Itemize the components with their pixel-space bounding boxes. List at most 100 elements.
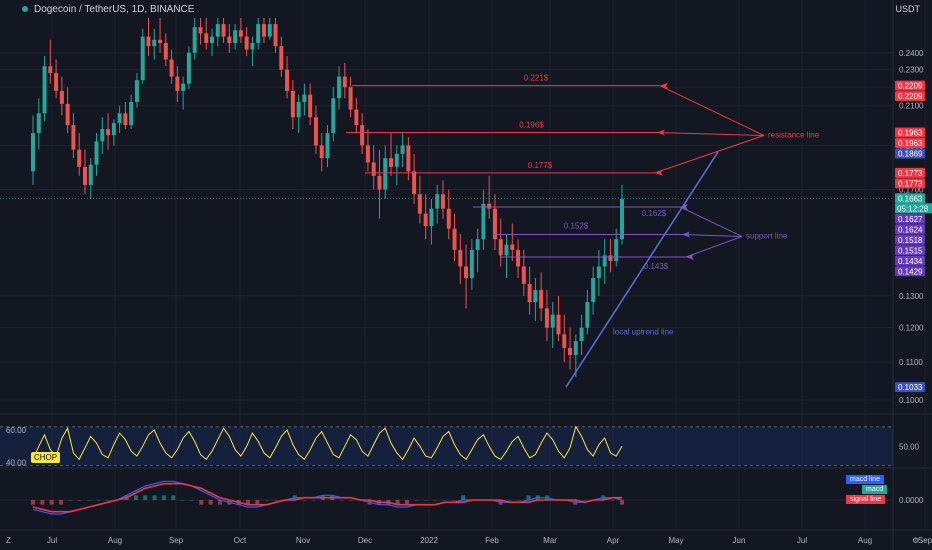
price-tag: 0.1515 (895, 245, 925, 256)
x-tick-label: Mar (543, 536, 557, 545)
candle-body (498, 239, 503, 256)
macd-histogram-bar (620, 500, 624, 505)
candle-body (140, 36, 145, 81)
price-tag-bg (895, 234, 925, 245)
macd-histogram-bar (339, 500, 344, 501)
candle-body (302, 94, 307, 102)
macd-histogram-bar (217, 500, 222, 505)
y-tick-label: 0.2400 (899, 49, 924, 58)
candle-body (238, 30, 243, 37)
symbol-header: Dogecoin / TetherUS, 1D, BINANCE (22, 4, 194, 15)
candle-body (267, 24, 272, 37)
resistance-arrow-1 (659, 85, 765, 136)
zoom-icon: Z (6, 536, 11, 545)
price-tag-text: 0.1434 (898, 257, 923, 266)
candle-body (71, 125, 76, 150)
macd-histogram-bar (49, 500, 54, 505)
candle-body (383, 158, 388, 190)
candle-body (48, 66, 53, 74)
macd-histogram-bar (517, 500, 522, 501)
price-tag-bg (895, 80, 925, 91)
candle-body (308, 94, 313, 118)
chop-value-label: 50.00 (899, 442, 920, 451)
macd-series-line (32, 480, 623, 515)
macd-histogram-bar (451, 500, 456, 501)
candle-body (163, 42, 168, 60)
x-tick-label: May (668, 536, 683, 545)
macd-histogram-bar (582, 500, 587, 501)
support-annotation: support line (746, 231, 788, 240)
price-tag-text: 0.1963 (898, 128, 923, 137)
candle-body (400, 145, 405, 154)
resistance-arrowhead-icon (660, 82, 668, 89)
candle-body (573, 341, 578, 356)
macd-histogram-bar (414, 500, 419, 501)
support-level-label: 0.152$ (564, 221, 589, 230)
candle-body (204, 33, 209, 43)
candle-body (596, 266, 601, 279)
macd-histogram-bar (59, 500, 64, 505)
candle-body (585, 302, 590, 328)
candle-body (54, 73, 59, 91)
candle-body (273, 24, 278, 47)
candle-body (394, 153, 399, 167)
price-tag-text: 0.1869 (898, 149, 923, 158)
candle-body (88, 164, 93, 185)
candle-body (181, 83, 186, 91)
macd-histogram-bar (152, 495, 157, 500)
resistance-level-label: 0.221$ (524, 74, 549, 83)
candle-body (31, 133, 35, 172)
chop-series-line (32, 425, 623, 461)
support-arrowhead-icon (686, 254, 694, 261)
candle-body (504, 244, 509, 256)
candle-body (354, 109, 359, 126)
candle-body (492, 208, 497, 240)
macd-histogram-bar (40, 500, 45, 505)
countdown-bg (895, 203, 932, 214)
macd-tick-label: 0.0000 (899, 496, 924, 505)
countdown-text: 05:12:28 (897, 204, 929, 213)
candle-body (452, 228, 457, 250)
y-tick-label: 0.1000 (899, 396, 924, 405)
macd-histogram-bar (433, 500, 438, 501)
x-tick-label: Aug (858, 536, 872, 545)
candle-body (556, 314, 561, 335)
macd-histogram-bar (77, 500, 82, 501)
candle-body (389, 158, 394, 167)
price-tag-text: 0.1773 (898, 179, 923, 188)
candle-body (371, 162, 376, 176)
support-arrowhead-icon (682, 231, 690, 238)
price-tag-text: 0.1627 (898, 215, 923, 224)
price-tag: 0.1518 (895, 234, 925, 245)
candle-body (510, 244, 515, 250)
currency-label: USDT (895, 4, 921, 14)
candle-body (65, 103, 70, 126)
x-tick-label: Feb (485, 536, 499, 545)
x-tick-label: Jun (733, 536, 746, 545)
support-level-label: 0.143$ (644, 262, 669, 271)
y-tick-label: 0.2300 (899, 66, 924, 75)
candle-body (296, 101, 301, 118)
x-tick-label: Jul (797, 536, 807, 545)
macd-histogram-bar (143, 495, 148, 500)
price-tag: 0.1627 (895, 213, 925, 224)
price-tag-text: 0.1033 (898, 383, 923, 392)
candle-body (417, 194, 422, 214)
candle-body (123, 113, 128, 126)
resistance-arrow-3 (654, 135, 765, 174)
candle-body (42, 66, 47, 114)
x-tick-label: Sep (918, 536, 932, 545)
candle-body (261, 24, 266, 37)
price-tag-text: 0.1663 (898, 194, 923, 203)
candle-body (59, 90, 64, 104)
candle-body (175, 76, 180, 91)
macd-histogram-bar (96, 500, 101, 501)
candle-body (215, 24, 220, 37)
macd-histogram-bar (610, 500, 615, 501)
candle-body (429, 208, 434, 227)
price-tag-text: 0.1429 (898, 267, 923, 276)
candle-body (77, 149, 82, 167)
macd-histogram-bar (246, 500, 251, 505)
